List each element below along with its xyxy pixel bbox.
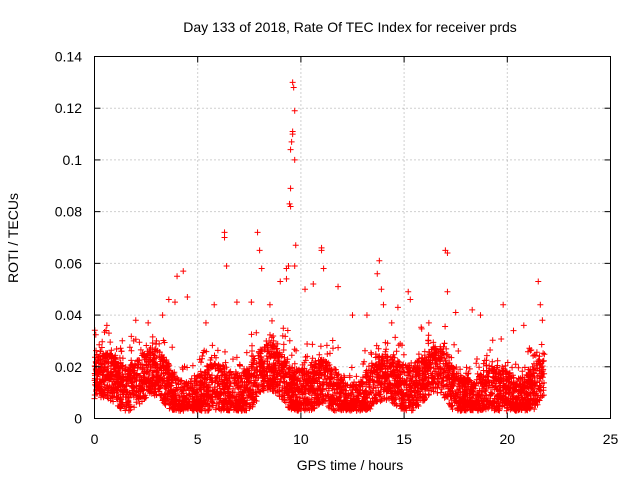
data-point bbox=[290, 84, 297, 91]
y-tick-label: 0.12 bbox=[55, 100, 82, 116]
data-point bbox=[469, 306, 476, 313]
data-point bbox=[266, 301, 273, 308]
data-point bbox=[221, 234, 228, 241]
data-point bbox=[248, 299, 255, 306]
data-point bbox=[254, 229, 261, 236]
data-point bbox=[288, 138, 295, 145]
data-point bbox=[165, 296, 172, 303]
data-point bbox=[171, 299, 178, 306]
data-point bbox=[287, 146, 294, 153]
data-point bbox=[320, 265, 327, 272]
data-point bbox=[233, 299, 240, 306]
dense-point-band bbox=[91, 317, 548, 414]
data-point bbox=[363, 312, 370, 319]
data-point bbox=[425, 319, 432, 326]
x-tick-label: 15 bbox=[396, 431, 412, 447]
data-point bbox=[277, 278, 284, 285]
data-point bbox=[145, 319, 152, 326]
data-point bbox=[256, 247, 263, 254]
x-tick-label: 0 bbox=[91, 431, 99, 447]
data-point bbox=[291, 262, 298, 269]
data-point bbox=[103, 322, 110, 329]
y-tick-label: 0.06 bbox=[55, 255, 82, 271]
data-point bbox=[310, 281, 317, 288]
data-point bbox=[380, 301, 387, 308]
data-point bbox=[291, 107, 298, 114]
data-point bbox=[388, 319, 395, 326]
data-points bbox=[97, 79, 546, 355]
dense-point-cloud bbox=[91, 317, 548, 414]
data-point bbox=[130, 337, 137, 344]
y-axis-label: ROTI / TECUs bbox=[5, 193, 21, 283]
data-point bbox=[132, 317, 139, 324]
data-point bbox=[539, 317, 546, 324]
data-point bbox=[349, 312, 356, 319]
y-tick-label: 0 bbox=[74, 411, 82, 427]
data-point bbox=[376, 257, 383, 264]
data-point bbox=[285, 262, 292, 269]
data-point bbox=[374, 270, 381, 277]
data-point bbox=[223, 262, 230, 269]
y-tick-label: 0.1 bbox=[63, 152, 83, 168]
y-tick-label: 0.04 bbox=[55, 307, 82, 323]
data-point bbox=[221, 229, 228, 236]
data-point bbox=[318, 247, 325, 254]
x-tick-label: 25 bbox=[603, 431, 619, 447]
data-point bbox=[335, 283, 342, 290]
y-tick-label: 0.02 bbox=[55, 359, 82, 375]
data-point bbox=[444, 250, 451, 257]
x-axis-ticks: 0 5 10 15 20 25 bbox=[91, 56, 619, 447]
data-point bbox=[211, 301, 218, 308]
data-point bbox=[477, 312, 484, 319]
data-point bbox=[286, 200, 293, 207]
data-point bbox=[292, 242, 299, 249]
data-point bbox=[500, 301, 507, 308]
data-point bbox=[407, 296, 414, 303]
data-point bbox=[97, 348, 104, 355]
x-axis-label: GPS time / hours bbox=[297, 457, 404, 473]
data-point bbox=[302, 286, 309, 293]
chart-title: Day 133 of 2018, Rate Of TEC Index for r… bbox=[183, 19, 517, 35]
data-point bbox=[153, 337, 160, 344]
data-point bbox=[537, 301, 544, 308]
data-point bbox=[174, 273, 181, 280]
data-point bbox=[405, 288, 412, 295]
data-point bbox=[202, 319, 209, 326]
data-point bbox=[184, 293, 191, 300]
data-point bbox=[289, 79, 296, 86]
y-tick-label: 0.08 bbox=[55, 204, 82, 220]
data-point bbox=[378, 286, 385, 293]
data-point bbox=[520, 322, 527, 329]
grid-lines bbox=[94, 56, 611, 419]
data-point bbox=[535, 278, 542, 285]
data-point bbox=[105, 330, 112, 337]
data-point bbox=[159, 312, 166, 319]
x-tick-label: 10 bbox=[293, 431, 309, 447]
data-point bbox=[118, 348, 125, 355]
data-point bbox=[452, 309, 459, 316]
y-tick-label: 0.14 bbox=[55, 49, 82, 65]
data-point bbox=[258, 265, 265, 272]
data-point bbox=[510, 327, 517, 334]
data-point bbox=[180, 268, 187, 275]
data-point bbox=[444, 288, 451, 295]
data-point bbox=[287, 185, 294, 192]
x-tick-label: 20 bbox=[500, 431, 516, 447]
data-point bbox=[289, 131, 296, 138]
x-tick-label: 5 bbox=[194, 431, 202, 447]
plot-frame bbox=[94, 56, 611, 419]
data-point bbox=[291, 156, 298, 163]
data-point bbox=[287, 203, 294, 210]
data-point bbox=[394, 304, 401, 311]
y-axis-ticks: 0 0.02 0.04 0.06 0.08 0.1 0.12 0.14 bbox=[55, 49, 611, 427]
data-point bbox=[283, 275, 290, 282]
